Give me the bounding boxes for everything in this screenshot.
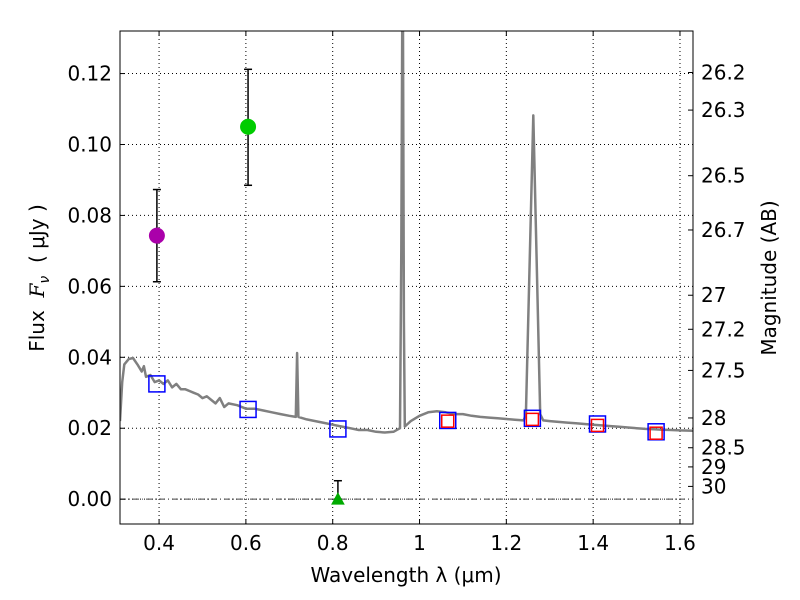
y-tick-label: 0.00 — [67, 487, 112, 511]
right-tick-label: 28 — [701, 406, 726, 430]
x-tick-label: 0.8 — [317, 531, 349, 555]
x-tick-label: 1.2 — [490, 531, 522, 555]
model-photometry-marker — [523, 409, 542, 428]
y-axis-label-symbol: F — [25, 282, 49, 298]
y-tick-label: 0.06 — [67, 274, 112, 298]
y-tick-label: 0.08 — [67, 203, 112, 227]
detection-marker — [148, 227, 165, 244]
right-tick-label: 27 — [701, 283, 726, 307]
model-photometry-marker — [148, 375, 166, 393]
x-axis-label: Wavelength λ (μm) — [310, 563, 501, 587]
detection-marker — [240, 118, 257, 135]
right-tick-label: 29 — [701, 455, 726, 479]
right-tick-label: 30 — [701, 474, 726, 498]
y-tick-label: 0.12 — [67, 62, 112, 86]
right-tick-label: 26.7 — [701, 218, 746, 242]
y-tick-label: 0.10 — [67, 132, 112, 156]
grid — [120, 31, 693, 524]
plot-frame — [119, 30, 694, 525]
x-tick-label: 0.6 — [230, 531, 262, 555]
y-axis-label-subscript: ν — [37, 276, 53, 284]
x-tick-label: 1.4 — [577, 531, 609, 555]
y-axis-label-prefix: Flux — [25, 297, 49, 351]
observed-ir-marker — [440, 414, 455, 428]
right-tick-label: 28.5 — [701, 436, 746, 460]
series — [120, 31, 693, 505]
model-photometry-marker — [438, 411, 457, 430]
y-axis-label-suffix: ( μJy ) — [25, 204, 49, 276]
ticks: 0.4 0.6 0.8 1 1.2 1.4 1.6 0.00 0.02 0.04 0.06 0.08 0… — [67, 31, 746, 555]
x-tick-label: 0.4 — [143, 531, 175, 555]
x-tick-label: 1.6 — [664, 531, 696, 555]
observed-ir-marker — [590, 418, 605, 433]
model-photometry-marker — [239, 400, 257, 419]
model-photometry-marker — [329, 420, 347, 438]
right-tick-label: 27.2 — [701, 317, 746, 341]
x-tick-label: 1 — [413, 531, 426, 555]
right-tick-label: 26.3 — [701, 98, 746, 122]
right-axis-label: Magnitude (AB) — [757, 200, 781, 355]
right-tick-label: 27.5 — [701, 358, 746, 382]
observed-ir-marker — [525, 412, 540, 427]
model-sed-line — [120, 31, 693, 434]
upper-limit-marker — [331, 492, 345, 505]
y-tick-label: 0.04 — [67, 345, 112, 369]
right-tick-label: 26.5 — [701, 164, 746, 188]
y-axis-label: Flux Fν ( μJy ) — [25, 204, 53, 352]
y-tick-label: 0.02 — [67, 416, 112, 440]
right-tick-label: 26.2 — [701, 60, 746, 84]
observed-ir-marker — [649, 426, 663, 440]
